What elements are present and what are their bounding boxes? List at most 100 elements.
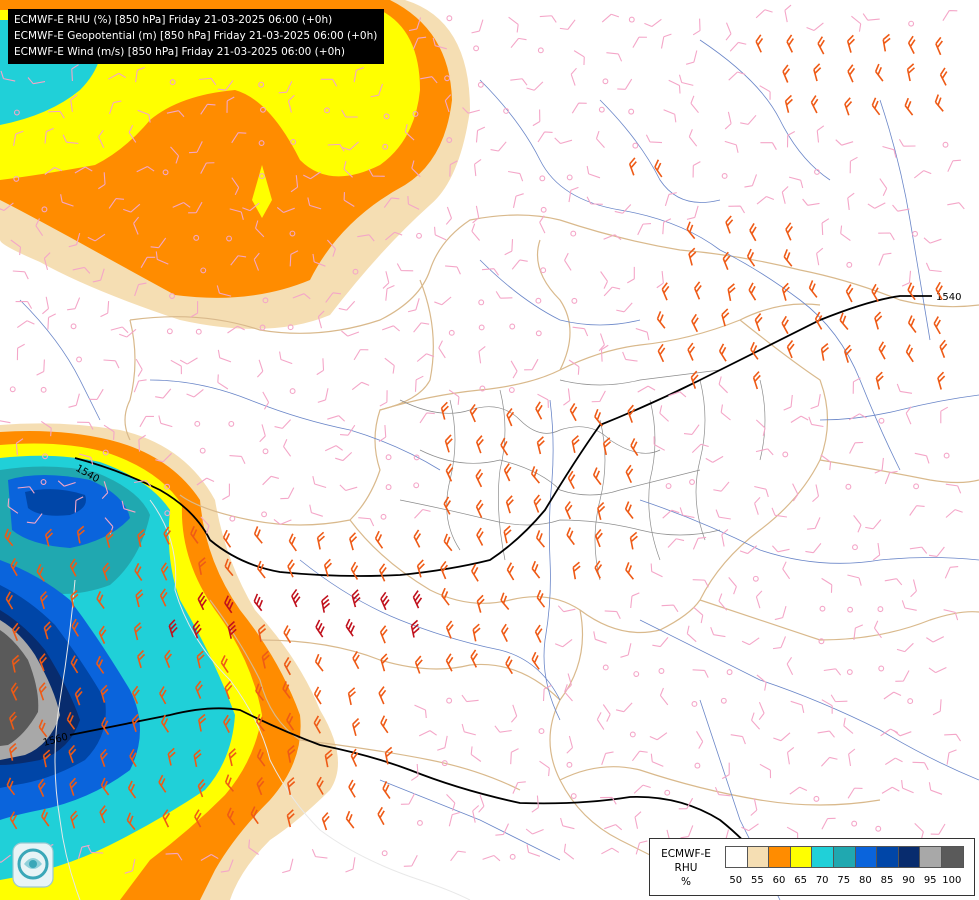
wind-barb xyxy=(230,255,247,266)
wind-barb xyxy=(503,525,512,544)
wind-barb xyxy=(380,653,389,672)
wind-barb xyxy=(932,699,942,716)
map-header: ECMWF-E RHU (%) [850 hPa] Friday 21-03-2… xyxy=(8,9,385,64)
wind-barb xyxy=(664,789,671,796)
wind-barb xyxy=(945,509,963,518)
wind-barb xyxy=(882,33,891,52)
wind-barb xyxy=(256,560,266,579)
wind-barb xyxy=(262,475,280,486)
wind-barb xyxy=(896,642,914,653)
wind-barb xyxy=(635,327,650,341)
wind-barb xyxy=(539,215,546,234)
wind-barb xyxy=(9,386,16,393)
wind-barb xyxy=(691,443,709,453)
wind-barb xyxy=(287,559,295,578)
wind-barb xyxy=(947,202,965,210)
wind-barb xyxy=(901,600,917,611)
wind-barb xyxy=(282,858,294,874)
wind-barb xyxy=(150,237,167,249)
legend-tick-85: 85 xyxy=(880,875,894,886)
wind-barb xyxy=(324,749,333,768)
wind-barb xyxy=(327,415,346,422)
wind-barb xyxy=(10,682,19,701)
wind-barb xyxy=(657,343,666,363)
wind-barb xyxy=(629,531,638,550)
wind-barb xyxy=(229,455,246,464)
wind-barb xyxy=(200,854,219,861)
wind-barb xyxy=(909,546,928,554)
wind-barb xyxy=(108,72,126,80)
legend-tick-80: 80 xyxy=(859,875,872,886)
wind-barb xyxy=(501,623,509,642)
wind-barb xyxy=(720,697,727,704)
wind-barb xyxy=(758,701,765,720)
wind-barb xyxy=(414,655,423,674)
wind-barb xyxy=(631,750,648,762)
wind-barb xyxy=(686,221,696,240)
wind-barb xyxy=(326,239,336,257)
wind-barb xyxy=(200,516,210,534)
wind-barb xyxy=(494,725,512,733)
wind-barb xyxy=(127,780,137,799)
rhu-shading-northwest xyxy=(0,0,470,329)
wind-barb xyxy=(478,299,485,306)
wind-barb xyxy=(806,22,824,31)
wind-barb xyxy=(10,557,18,577)
wind-barb xyxy=(603,286,621,297)
wind-barb xyxy=(571,435,580,453)
wind-barb xyxy=(830,694,848,703)
wind-barb xyxy=(906,63,915,82)
wind-barb xyxy=(39,653,47,672)
wind-barb xyxy=(569,402,578,422)
wind-barb xyxy=(195,680,203,699)
wind-barb xyxy=(135,358,143,377)
wind-barb xyxy=(190,301,199,318)
wind-barb xyxy=(162,809,171,828)
wind-barb xyxy=(0,70,16,82)
wind-barb xyxy=(710,626,726,638)
wind-barb xyxy=(602,664,609,671)
wind-barb xyxy=(686,205,699,220)
wind-barb xyxy=(694,762,701,769)
wind-barb xyxy=(443,533,453,552)
wind-barb xyxy=(650,563,663,578)
wind-barb xyxy=(105,529,114,548)
wind-barb xyxy=(810,394,821,410)
wind-barb xyxy=(470,649,478,668)
wind-barb xyxy=(261,650,270,669)
wind-barb xyxy=(478,346,486,364)
wind-barb xyxy=(771,507,787,518)
legend-swatch-70 xyxy=(812,846,834,868)
wind-barb xyxy=(166,110,185,118)
wind-barb xyxy=(379,390,388,407)
wind-barb xyxy=(724,140,739,153)
wind-barb xyxy=(416,820,423,826)
wind-barb xyxy=(792,483,799,502)
wind-barb xyxy=(476,594,485,613)
wind-barb xyxy=(192,620,202,639)
wind-barb xyxy=(96,591,105,609)
wind-barb xyxy=(718,593,728,611)
wind-barb xyxy=(312,253,326,267)
wind-barb xyxy=(627,266,635,284)
wind-barb xyxy=(554,638,573,648)
wind-barb xyxy=(137,109,151,123)
wind-barb xyxy=(39,591,48,610)
wind-barb xyxy=(311,848,328,859)
wind-barb xyxy=(227,325,245,334)
coastline xyxy=(54,499,471,900)
wind-barb xyxy=(539,760,550,777)
wind-barb xyxy=(162,169,169,176)
wind-barb xyxy=(385,484,392,491)
wind-barb xyxy=(944,565,959,579)
wind-barb xyxy=(353,67,365,83)
wind-barb xyxy=(278,81,293,94)
wind-barb xyxy=(357,234,375,242)
wind-barb xyxy=(273,518,292,525)
wind-barb xyxy=(419,412,435,424)
header-line-wind: ECMWF-E Wind (m/s) [850 hPa] Friday 21-0… xyxy=(14,46,346,58)
wind-barb xyxy=(653,436,665,451)
wind-barb xyxy=(101,717,110,736)
wind-barb xyxy=(559,19,576,30)
wind-barb xyxy=(879,178,888,196)
